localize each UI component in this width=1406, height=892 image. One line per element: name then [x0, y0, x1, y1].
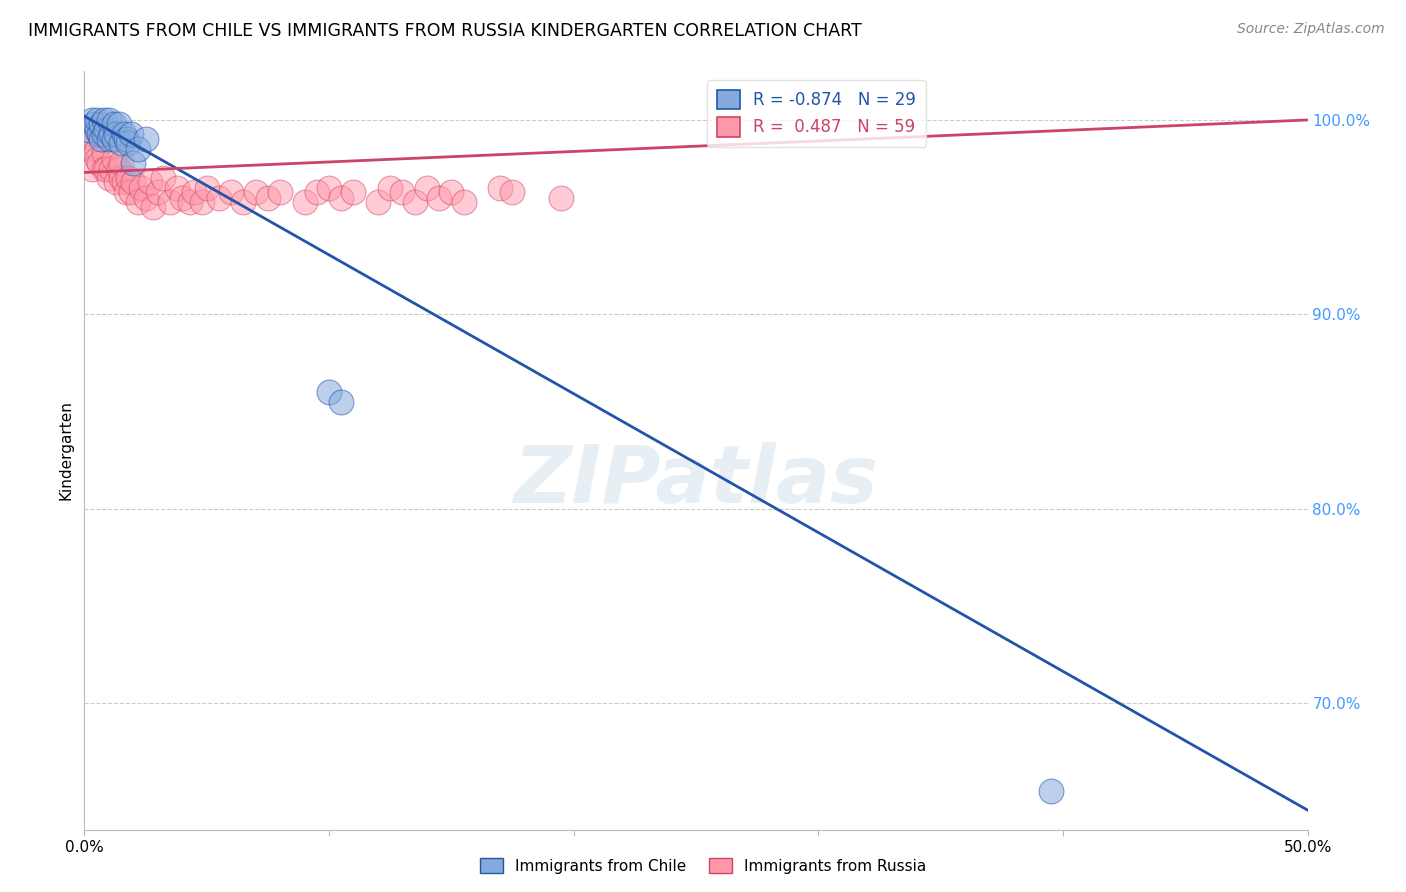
Point	[93, 112, 115, 127]
Point	[86, 152, 108, 166]
Point	[502, 185, 524, 199]
Point	[135, 132, 157, 146]
Point	[93, 146, 115, 161]
Point	[83, 117, 105, 131]
Point	[191, 194, 214, 209]
Point	[90, 132, 112, 146]
Point	[380, 181, 402, 195]
Point	[219, 185, 242, 199]
Point	[453, 194, 475, 209]
Point	[97, 132, 120, 146]
Point	[110, 155, 132, 169]
Point	[87, 127, 110, 141]
Point	[112, 127, 135, 141]
Point	[489, 181, 512, 195]
Point	[179, 194, 201, 209]
Point	[127, 194, 149, 209]
Point	[97, 171, 120, 186]
Point	[342, 185, 364, 199]
Point	[86, 122, 108, 136]
Point	[427, 191, 450, 205]
Point	[115, 132, 138, 146]
Point	[93, 161, 115, 176]
Point	[166, 181, 188, 195]
Point	[232, 194, 254, 209]
Point	[105, 175, 128, 189]
Point	[77, 142, 100, 156]
Point	[86, 142, 108, 156]
Point	[90, 127, 112, 141]
Point	[90, 117, 112, 131]
Point	[269, 185, 291, 199]
Text: IMMIGRANTS FROM CHILE VS IMMIGRANTS FROM RUSSIA KINDERGARTEN CORRELATION CHART: IMMIGRANTS FROM CHILE VS IMMIGRANTS FROM…	[28, 22, 862, 40]
Point	[105, 127, 128, 141]
Point	[120, 185, 142, 199]
Point	[440, 185, 463, 199]
Point	[103, 117, 125, 131]
Point	[122, 175, 145, 189]
Point	[103, 152, 125, 166]
Point	[120, 127, 142, 141]
Point	[83, 132, 105, 146]
Point	[117, 136, 139, 151]
Point	[195, 181, 218, 195]
Point	[172, 191, 194, 205]
Point	[305, 185, 328, 199]
Point	[183, 185, 205, 199]
Point	[208, 191, 231, 205]
Point	[103, 132, 125, 146]
Legend: R = -0.874   N = 29, R =  0.487   N = 59: R = -0.874 N = 29, R = 0.487 N = 59	[707, 79, 927, 146]
Point	[142, 201, 165, 215]
Point	[107, 117, 129, 131]
Point	[135, 191, 157, 205]
Point	[367, 194, 389, 209]
Y-axis label: Kindergarten: Kindergarten	[58, 401, 73, 500]
Point	[100, 127, 122, 141]
Point	[87, 155, 110, 169]
Point	[152, 171, 174, 186]
Point	[100, 161, 122, 176]
Text: ZIPatlas: ZIPatlas	[513, 442, 879, 520]
Point	[139, 175, 162, 189]
Point	[110, 136, 132, 151]
Point	[159, 194, 181, 209]
Legend: Immigrants from Chile, Immigrants from Russia: Immigrants from Chile, Immigrants from R…	[474, 852, 932, 880]
Point	[117, 171, 139, 186]
Point	[129, 181, 152, 195]
Point	[115, 185, 138, 199]
Point	[1039, 783, 1062, 797]
Point	[122, 155, 145, 169]
Point	[110, 171, 132, 186]
Point	[416, 181, 439, 195]
Point	[318, 385, 340, 400]
Point	[80, 112, 103, 127]
Point	[245, 185, 267, 199]
Point	[550, 191, 572, 205]
Point	[96, 122, 118, 136]
Point	[257, 191, 280, 205]
Point	[77, 122, 100, 136]
Point	[86, 112, 108, 127]
Point	[146, 185, 169, 199]
Point	[107, 161, 129, 176]
Point	[330, 191, 353, 205]
Point	[318, 181, 340, 195]
Point	[97, 112, 120, 127]
Point	[80, 161, 103, 176]
Point	[93, 127, 115, 141]
Point	[404, 194, 426, 209]
Point	[112, 175, 135, 189]
Point	[294, 194, 316, 209]
Text: Source: ZipAtlas.com: Source: ZipAtlas.com	[1237, 22, 1385, 37]
Point	[96, 161, 118, 176]
Point	[391, 185, 413, 199]
Point	[330, 395, 353, 409]
Point	[127, 142, 149, 156]
Point	[80, 127, 103, 141]
